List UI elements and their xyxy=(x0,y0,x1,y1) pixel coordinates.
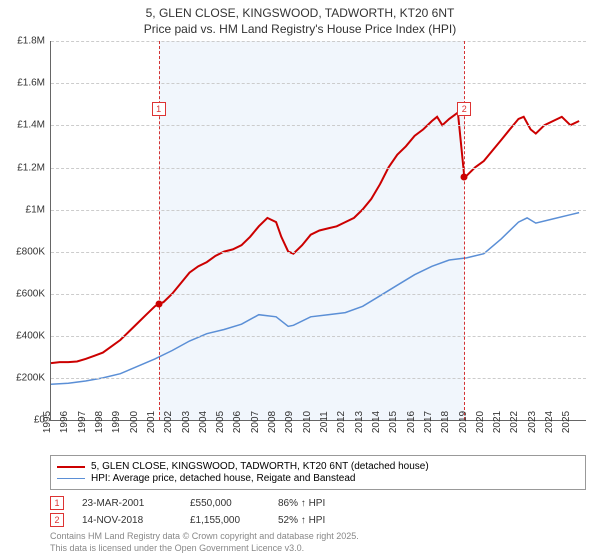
legend-label: HPI: Average price, detached house, Reig… xyxy=(91,473,355,484)
legend-item: HPI: Average price, detached house, Reig… xyxy=(57,473,579,484)
x-tick-label: 2008 xyxy=(267,411,278,433)
gridline xyxy=(51,83,586,84)
chart-title: 5, GLEN CLOSE, KINGSWOOD, TADWORTH, KT20… xyxy=(8,6,592,37)
x-tick-label: 2011 xyxy=(319,411,330,433)
title-line-2: Price paid vs. HM Land Registry's House … xyxy=(8,22,592,38)
gridline xyxy=(51,41,586,42)
x-tick-label: 2014 xyxy=(371,411,382,433)
x-axis: 1995199619971998199920002001200220032004… xyxy=(42,420,594,450)
chart-container: 5, GLEN CLOSE, KINGSWOOD, TADWORTH, KT20… xyxy=(0,0,600,560)
x-tick-label: 2018 xyxy=(440,411,451,433)
tx-price: £1,155,000 xyxy=(190,515,260,526)
legend: 5, GLEN CLOSE, KINGSWOOD, TADWORTH, KT20… xyxy=(50,455,586,490)
footer-line-2: This data is licensed under the Open Gov… xyxy=(50,543,586,555)
y-tick-label: £600K xyxy=(16,288,45,299)
gridline xyxy=(51,168,586,169)
gridline xyxy=(51,125,586,126)
legend-item: 5, GLEN CLOSE, KINGSWOOD, TADWORTH, KT20… xyxy=(57,461,579,472)
x-tick-label: 2007 xyxy=(250,411,261,433)
tx-marker: 1 xyxy=(50,496,64,510)
y-tick-label: £1.4M xyxy=(17,120,45,131)
footer-line-1: Contains HM Land Registry data © Crown c… xyxy=(50,531,586,543)
gridline xyxy=(51,294,586,295)
x-tick-label: 2004 xyxy=(198,411,209,433)
y-tick-label: £1.6M xyxy=(17,78,45,89)
gridline xyxy=(51,336,586,337)
x-tick-label: 2025 xyxy=(561,411,572,433)
x-tick-label: 1995 xyxy=(42,411,53,433)
y-tick-label: £800K xyxy=(16,246,45,257)
x-tick-label: 2016 xyxy=(406,411,417,433)
footer: Contains HM Land Registry data © Crown c… xyxy=(50,531,586,554)
plot-area: £0£200K£400K£600K£800K£1M£1.2M£1.4M£1.6M… xyxy=(50,41,586,421)
x-tick-label: 2017 xyxy=(423,411,434,433)
x-tick-label: 2021 xyxy=(492,411,503,433)
x-tick-label: 2006 xyxy=(232,411,243,433)
gridline xyxy=(51,210,586,211)
event-marker: 2 xyxy=(457,102,471,116)
y-tick-label: £400K xyxy=(16,330,45,341)
x-tick-label: 2000 xyxy=(129,411,140,433)
x-tick-label: 1999 xyxy=(111,411,122,433)
x-tick-label: 2020 xyxy=(475,411,486,433)
transaction-row: 1 23-MAR-2001 £550,000 86% ↑ HPI xyxy=(50,496,586,510)
legend-swatch xyxy=(57,478,85,479)
y-axis: £0£200K£400K£600K£800K£1M£1.2M£1.4M£1.6M… xyxy=(9,41,49,420)
x-tick-label: 2019 xyxy=(458,411,469,433)
series-price_paid xyxy=(51,113,579,364)
gridline xyxy=(51,252,586,253)
data-point xyxy=(461,174,468,181)
x-tick-label: 2023 xyxy=(527,411,538,433)
x-tick-label: 1998 xyxy=(94,411,105,433)
legend-label: 5, GLEN CLOSE, KINGSWOOD, TADWORTH, KT20… xyxy=(91,461,429,472)
x-tick-label: 2002 xyxy=(163,411,174,433)
x-tick-label: 2022 xyxy=(509,411,520,433)
x-tick-label: 1996 xyxy=(59,411,70,433)
x-tick-label: 2015 xyxy=(388,411,399,433)
x-tick-label: 2010 xyxy=(302,411,313,433)
y-tick-label: £1.8M xyxy=(17,36,45,47)
legend-swatch xyxy=(57,466,85,468)
y-tick-label: £1M xyxy=(26,204,45,215)
x-tick-label: 2024 xyxy=(544,411,555,433)
x-tick-label: 2003 xyxy=(181,411,192,433)
event-vline xyxy=(464,41,465,420)
x-tick-label: 1997 xyxy=(77,411,88,433)
title-line-1: 5, GLEN CLOSE, KINGSWOOD, TADWORTH, KT20… xyxy=(8,6,592,22)
gridline xyxy=(51,378,586,379)
event-marker: 1 xyxy=(152,102,166,116)
chart-lines xyxy=(51,41,586,420)
x-tick-label: 2013 xyxy=(354,411,365,433)
tx-date: 23-MAR-2001 xyxy=(82,498,172,509)
y-tick-label: £200K xyxy=(16,373,45,384)
x-tick-label: 2001 xyxy=(146,411,157,433)
x-tick-label: 2012 xyxy=(336,411,347,433)
tx-price: £550,000 xyxy=(190,498,260,509)
transaction-row: 2 14-NOV-2018 £1,155,000 52% ↑ HPI xyxy=(50,513,586,527)
x-tick-label: 2009 xyxy=(284,411,295,433)
tx-pct: 86% ↑ HPI xyxy=(278,498,358,509)
tx-pct: 52% ↑ HPI xyxy=(278,515,358,526)
event-vline xyxy=(159,41,160,420)
tx-date: 14-NOV-2018 xyxy=(82,515,172,526)
x-tick-label: 2005 xyxy=(215,411,226,433)
y-tick-label: £1.2M xyxy=(17,162,45,173)
tx-marker: 2 xyxy=(50,513,64,527)
transactions-table: 1 23-MAR-2001 £550,000 86% ↑ HPI 2 14-NOV-201… xyxy=(50,496,586,527)
data-point xyxy=(155,301,162,308)
series-hpi xyxy=(51,213,579,385)
